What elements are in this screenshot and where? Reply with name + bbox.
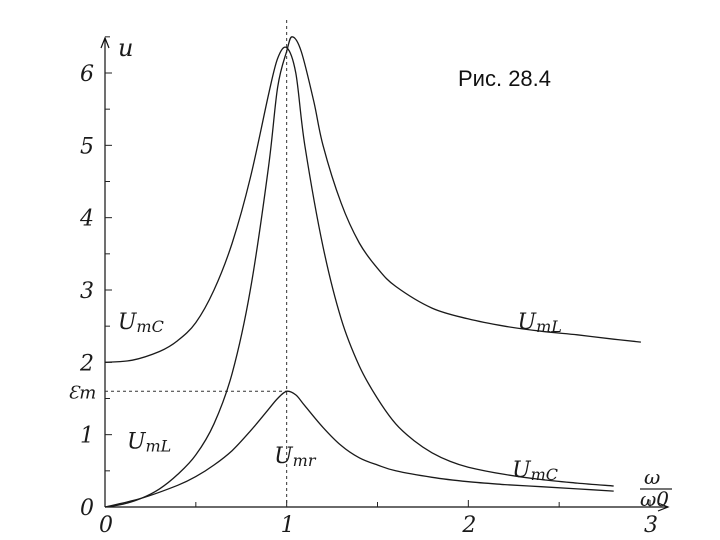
series-line-umr: [104, 390, 614, 508]
curve-label: UmC: [118, 310, 164, 336]
x-axis-label-denominator: ω0: [640, 487, 669, 511]
y-tick-label: 6: [80, 62, 94, 87]
y-tick-label: 2: [79, 351, 94, 376]
y-tick-label: 1: [80, 424, 94, 449]
axes: [100, 36, 670, 512]
x-axis-label-numerator: ω: [644, 465, 660, 489]
y-tick-label: 3: [80, 279, 94, 304]
x-tick-label: 3: [644, 513, 658, 538]
y-axis-arrow: [100, 36, 110, 49]
figure-caption: Рис. 28.4: [458, 66, 551, 91]
curve-label: UmC: [512, 458, 558, 484]
x-tick-label: 0: [99, 513, 113, 538]
tick-marks: [105, 36, 651, 507]
series-line-umc: [104, 46, 614, 487]
curve-label: Umr: [274, 444, 317, 470]
guide-lines: [105, 20, 288, 507]
y-tick-label: 4: [79, 207, 94, 232]
curve-label: UmL: [127, 429, 171, 455]
x-tick-label: 1: [281, 513, 295, 538]
x-axis-label: ω ω0: [640, 465, 672, 511]
y-tick-label: 0: [80, 496, 94, 521]
y-tick-label: 5: [80, 134, 94, 159]
x-axis-arrow: [657, 502, 670, 512]
y-axis-label: u: [118, 34, 133, 62]
x-tick-label: 2: [461, 513, 476, 538]
emf-label: Ɛm: [68, 382, 96, 403]
curve-labels: UmC UmL UmL Umr UmC: [118, 310, 562, 484]
tick-labels: 0 1 2 3 4 5 6 0 1 2 3 Ɛm: [68, 62, 658, 538]
curves: [104, 36, 641, 508]
series-line-uml: [104, 36, 641, 508]
curve-label: UmL: [518, 310, 562, 336]
